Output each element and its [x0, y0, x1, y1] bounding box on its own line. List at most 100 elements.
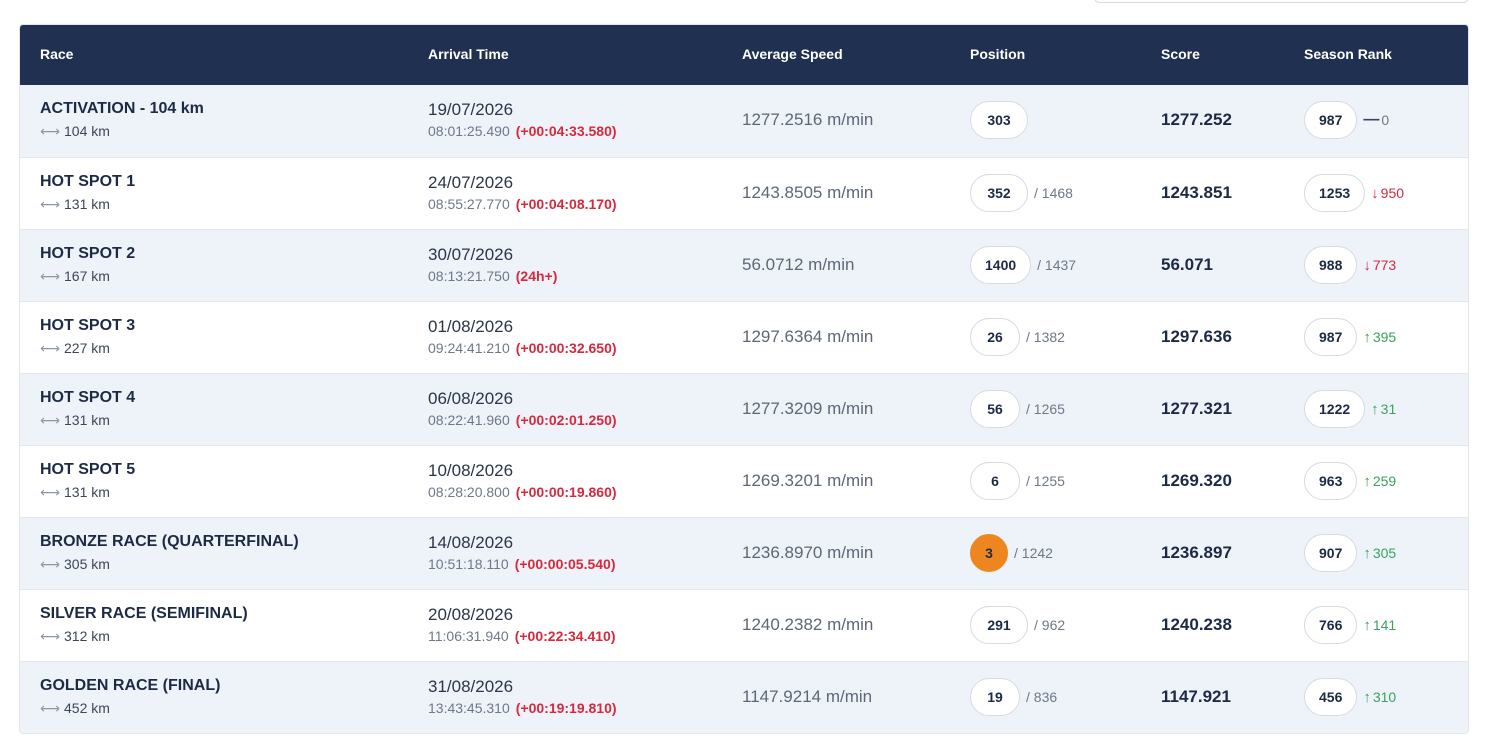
table-row[interactable]: HOT SPOT 5 ⟷ 131 km 10/08/2026 08:28:20.800 (…: [20, 445, 1468, 517]
distance-value: 312 km: [64, 628, 110, 644]
race-name[interactable]: HOT SPOT 3: [40, 317, 136, 334]
table-row[interactable]: GOLDEN RACE (FINAL) ⟷ 452 km 31/08/2026 13:4…: [20, 661, 1468, 733]
time-gap: (+00:00:32.650): [515, 340, 617, 356]
season-rank-badge: 1222: [1304, 390, 1366, 428]
position-cell: 19 / 836: [970, 678, 1057, 716]
average-speed: 56.0712 m/min: [742, 255, 855, 274]
score-value: 1147.921: [1161, 687, 1231, 706]
table-row[interactable]: HOT SPOT 1 ⟷ 131 km 24/07/2026 08:55:27.770 (…: [20, 157, 1468, 229]
race-distance: ⟷ 312 km: [40, 628, 248, 644]
arrival-cell: 24/07/2026 08:55:27.770 (+00:04:08.170): [428, 173, 617, 213]
race-name[interactable]: HOT SPOT 2: [40, 245, 136, 262]
race-cell: GOLDEN RACE (FINAL) ⟷ 452 km: [40, 676, 220, 716]
rank-change: ↑ 310: [1363, 689, 1396, 706]
arrival-time-line: 10:51:18.110 (+00:00:05.540): [428, 556, 616, 573]
race-cell: HOT SPOT 3 ⟷ 227 km: [40, 316, 135, 356]
header-season-rank: Season Rank: [1304, 46, 1392, 62]
arrival-cell: 30/07/2026 08:13:21.750 (24h+): [428, 245, 557, 285]
arrival-time-line: 13:43:45.310 (+00:19:19.810): [428, 700, 617, 717]
table-body: ACTIVATION - 104 km ⟷ 104 km 19/07/2026 08:0…: [20, 85, 1468, 733]
time-gap: (+00:02:01.250): [515, 412, 617, 428]
race-name[interactable]: ACTIVATION - 104 km: [40, 100, 204, 117]
race-name[interactable]: HOT SPOT 4: [40, 389, 136, 406]
average-speed: 1147.9214 m/min: [742, 687, 873, 706]
distance-value: 131 km: [64, 412, 110, 428]
table-row[interactable]: ACTIVATION - 104 km ⟷ 104 km 19/07/2026 08:0…: [20, 85, 1468, 157]
race-name[interactable]: BRONZE RACE (QUARTERFINAL): [40, 533, 299, 550]
left-right-arrow-icon: ⟷: [40, 123, 61, 139]
season-rank-cell: 963 ↑ 259: [1304, 462, 1396, 500]
arrow-up-icon: ↑: [1363, 616, 1371, 634]
arrow-down-icon: ↓: [1371, 184, 1379, 202]
header-race: Race: [40, 46, 74, 62]
season-rank-cell: 987 —0: [1304, 101, 1389, 139]
race-results-table: Race Arrival Time Average Speed Position…: [19, 24, 1469, 734]
table-row[interactable]: SILVER RACE (SEMIFINAL) ⟷ 312 km 20/08/2026…: [20, 589, 1468, 661]
header-arrival-time: Arrival Time: [428, 46, 509, 62]
race-cell: HOT SPOT 5 ⟷ 131 km: [40, 460, 135, 500]
season-rank-cell: 1222 ↑ 31: [1304, 390, 1396, 428]
distance-value: 305 km: [64, 556, 110, 572]
position-cell: 26 / 1382: [970, 318, 1065, 356]
season-rank-badge: 907: [1304, 534, 1358, 572]
season-rank-badge: 987: [1304, 101, 1358, 139]
season-rank-badge: 988: [1304, 246, 1358, 284]
race-cell: BRONZE RACE (QUARTERFINAL) ⟷ 305 km: [40, 532, 299, 572]
arrival-date: 01/08/2026: [428, 317, 514, 336]
season-rank-badge: 766: [1304, 606, 1358, 644]
left-right-arrow-icon: ⟷: [40, 340, 61, 356]
rank-change-value: 395: [1372, 329, 1397, 345]
time-gap: (+00:00:05.540): [514, 556, 616, 572]
rank-change-value: 0: [1381, 112, 1390, 128]
arrival-time-line: 11:06:31.940 (+00:22:34.410): [428, 628, 616, 645]
arrival-time-line: 08:01:25.490 (+00:04:33.580): [428, 123, 617, 140]
season-rank-badge: 987: [1304, 318, 1358, 356]
distance-value: 167 km: [64, 268, 110, 284]
time-gap: (+00:22:34.410): [514, 628, 616, 644]
table-row[interactable]: HOT SPOT 4 ⟷ 131 km 06/08/2026 08:22:41.960 (…: [20, 373, 1468, 445]
season-rank-cell: 456 ↑ 310: [1304, 678, 1396, 716]
left-right-arrow-icon: ⟷: [40, 484, 61, 500]
arrival-cell: 10/08/2026 08:28:20.800 (+00:00:19.860): [428, 461, 617, 501]
left-right-arrow-icon: ⟷: [40, 628, 61, 644]
position-badge: 303: [970, 101, 1028, 139]
race-name[interactable]: SILVER RACE (SEMIFINAL): [40, 605, 248, 622]
position-badge: 1400: [970, 246, 1032, 284]
race-distance: ⟷ 227 km: [40, 340, 135, 356]
participant-total: / 1437: [1037, 257, 1077, 273]
table-row[interactable]: BRONZE RACE (QUARTERFINAL) ⟷ 305 km 14/08/2…: [20, 517, 1468, 589]
average-speed: 1236.8970 m/min: [742, 543, 874, 562]
left-right-arrow-icon: ⟷: [40, 196, 61, 212]
race-cell: SILVER RACE (SEMIFINAL) ⟷ 312 km: [40, 604, 248, 644]
table-row[interactable]: HOT SPOT 3 ⟷ 227 km 01/08/2026 09:24:41.210 (…: [20, 301, 1468, 373]
participant-total: / 962: [1034, 617, 1066, 633]
season-rank-cell: 1253 ↓ 950: [1304, 174, 1404, 212]
arrival-cell: 20/08/2026 11:06:31.940 (+00:22:34.410): [428, 605, 616, 645]
score-value: 1277.321: [1161, 399, 1232, 418]
score-value: 1297.636: [1161, 327, 1232, 346]
arrow-up-icon: ↑: [1363, 472, 1371, 490]
arrival-time: 13:43:45.310: [428, 700, 510, 716]
position-badge: 6: [970, 462, 1020, 500]
table-row[interactable]: HOT SPOT 2 ⟷ 167 km 30/07/2026 08:13:21.750 (…: [20, 229, 1468, 301]
race-name[interactable]: HOT SPOT 5: [40, 461, 136, 478]
top-right-control[interactable]: [1094, 0, 1469, 3]
participant-total: / 1382: [1026, 329, 1065, 345]
participant-total: / 1255: [1026, 473, 1065, 489]
table-header: Race Arrival Time Average Speed Position…: [20, 25, 1468, 85]
arrow-up-icon: ↑: [1363, 544, 1371, 562]
season-rank-badge: 1253: [1304, 174, 1366, 212]
score-value: 1236.897: [1161, 543, 1232, 562]
race-distance: ⟷ 104 km: [40, 123, 204, 139]
arrival-cell: 06/08/2026 08:22:41.960 (+00:02:01.250): [428, 389, 617, 429]
position-cell: 352 / 1468: [970, 174, 1073, 212]
arrival-time: 08:55:27.770: [428, 196, 510, 212]
race-name[interactable]: HOT SPOT 1: [40, 173, 136, 190]
arrival-time-line: 08:22:41.960 (+00:02:01.250): [428, 412, 617, 429]
arrival-cell: 01/08/2026 09:24:41.210 (+00:00:32.650): [428, 317, 617, 357]
average-speed: 1277.2516 m/min: [742, 110, 874, 129]
average-speed: 1269.3201 m/min: [742, 471, 874, 490]
season-rank-cell: 988 ↓ 773: [1304, 246, 1396, 284]
arrival-date: 19/07/2026: [428, 100, 514, 119]
race-name[interactable]: GOLDEN RACE (FINAL): [40, 677, 221, 694]
